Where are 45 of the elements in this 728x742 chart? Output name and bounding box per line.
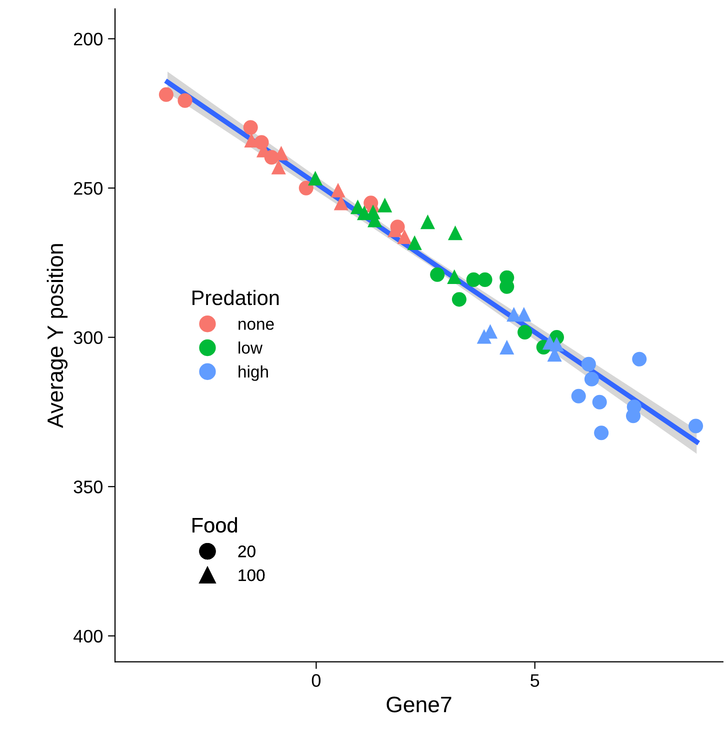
y-tick-label: 350	[74, 480, 103, 494]
point	[592, 394, 607, 410]
legend-label: 100	[238, 569, 265, 582]
point	[430, 267, 445, 282]
point	[420, 214, 435, 230]
point	[447, 269, 462, 284]
point	[448, 226, 463, 240]
x-tick-label: 5	[530, 674, 540, 687]
point	[688, 418, 704, 434]
y-tick-label: 400	[74, 630, 103, 643]
point	[158, 87, 174, 102]
point	[626, 408, 641, 424]
point	[271, 160, 286, 174]
point	[397, 229, 412, 244]
x-tick-label: 0	[312, 674, 321, 687]
annotation: Food	[192, 517, 237, 533]
point	[549, 336, 564, 352]
point	[571, 388, 586, 404]
point	[330, 182, 346, 198]
point	[407, 235, 422, 250]
point	[594, 426, 609, 440]
y-tick-label: 200	[74, 32, 103, 46]
x-axis-title: Gene7	[386, 696, 452, 712]
legend-title: Predation	[192, 290, 279, 306]
legend-label: high	[238, 365, 268, 381]
point	[584, 372, 599, 386]
point	[378, 198, 392, 212]
legend-label: 20	[238, 545, 256, 558]
point	[518, 324, 532, 340]
y-tick-label: 250	[74, 182, 103, 195]
point	[500, 340, 514, 354]
point	[478, 272, 492, 287]
y-axis-title: Average Y position	[46, 244, 68, 428]
point	[243, 120, 258, 135]
point	[452, 292, 466, 307]
point	[178, 93, 192, 108]
point	[632, 352, 647, 366]
y-tick-label: 300	[74, 331, 103, 344]
point	[334, 196, 348, 210]
point	[581, 356, 596, 372]
point	[516, 307, 532, 322]
legend-label: low	[238, 341, 263, 354]
point	[298, 180, 314, 196]
legend-label: none	[238, 320, 274, 330]
point	[308, 170, 323, 186]
